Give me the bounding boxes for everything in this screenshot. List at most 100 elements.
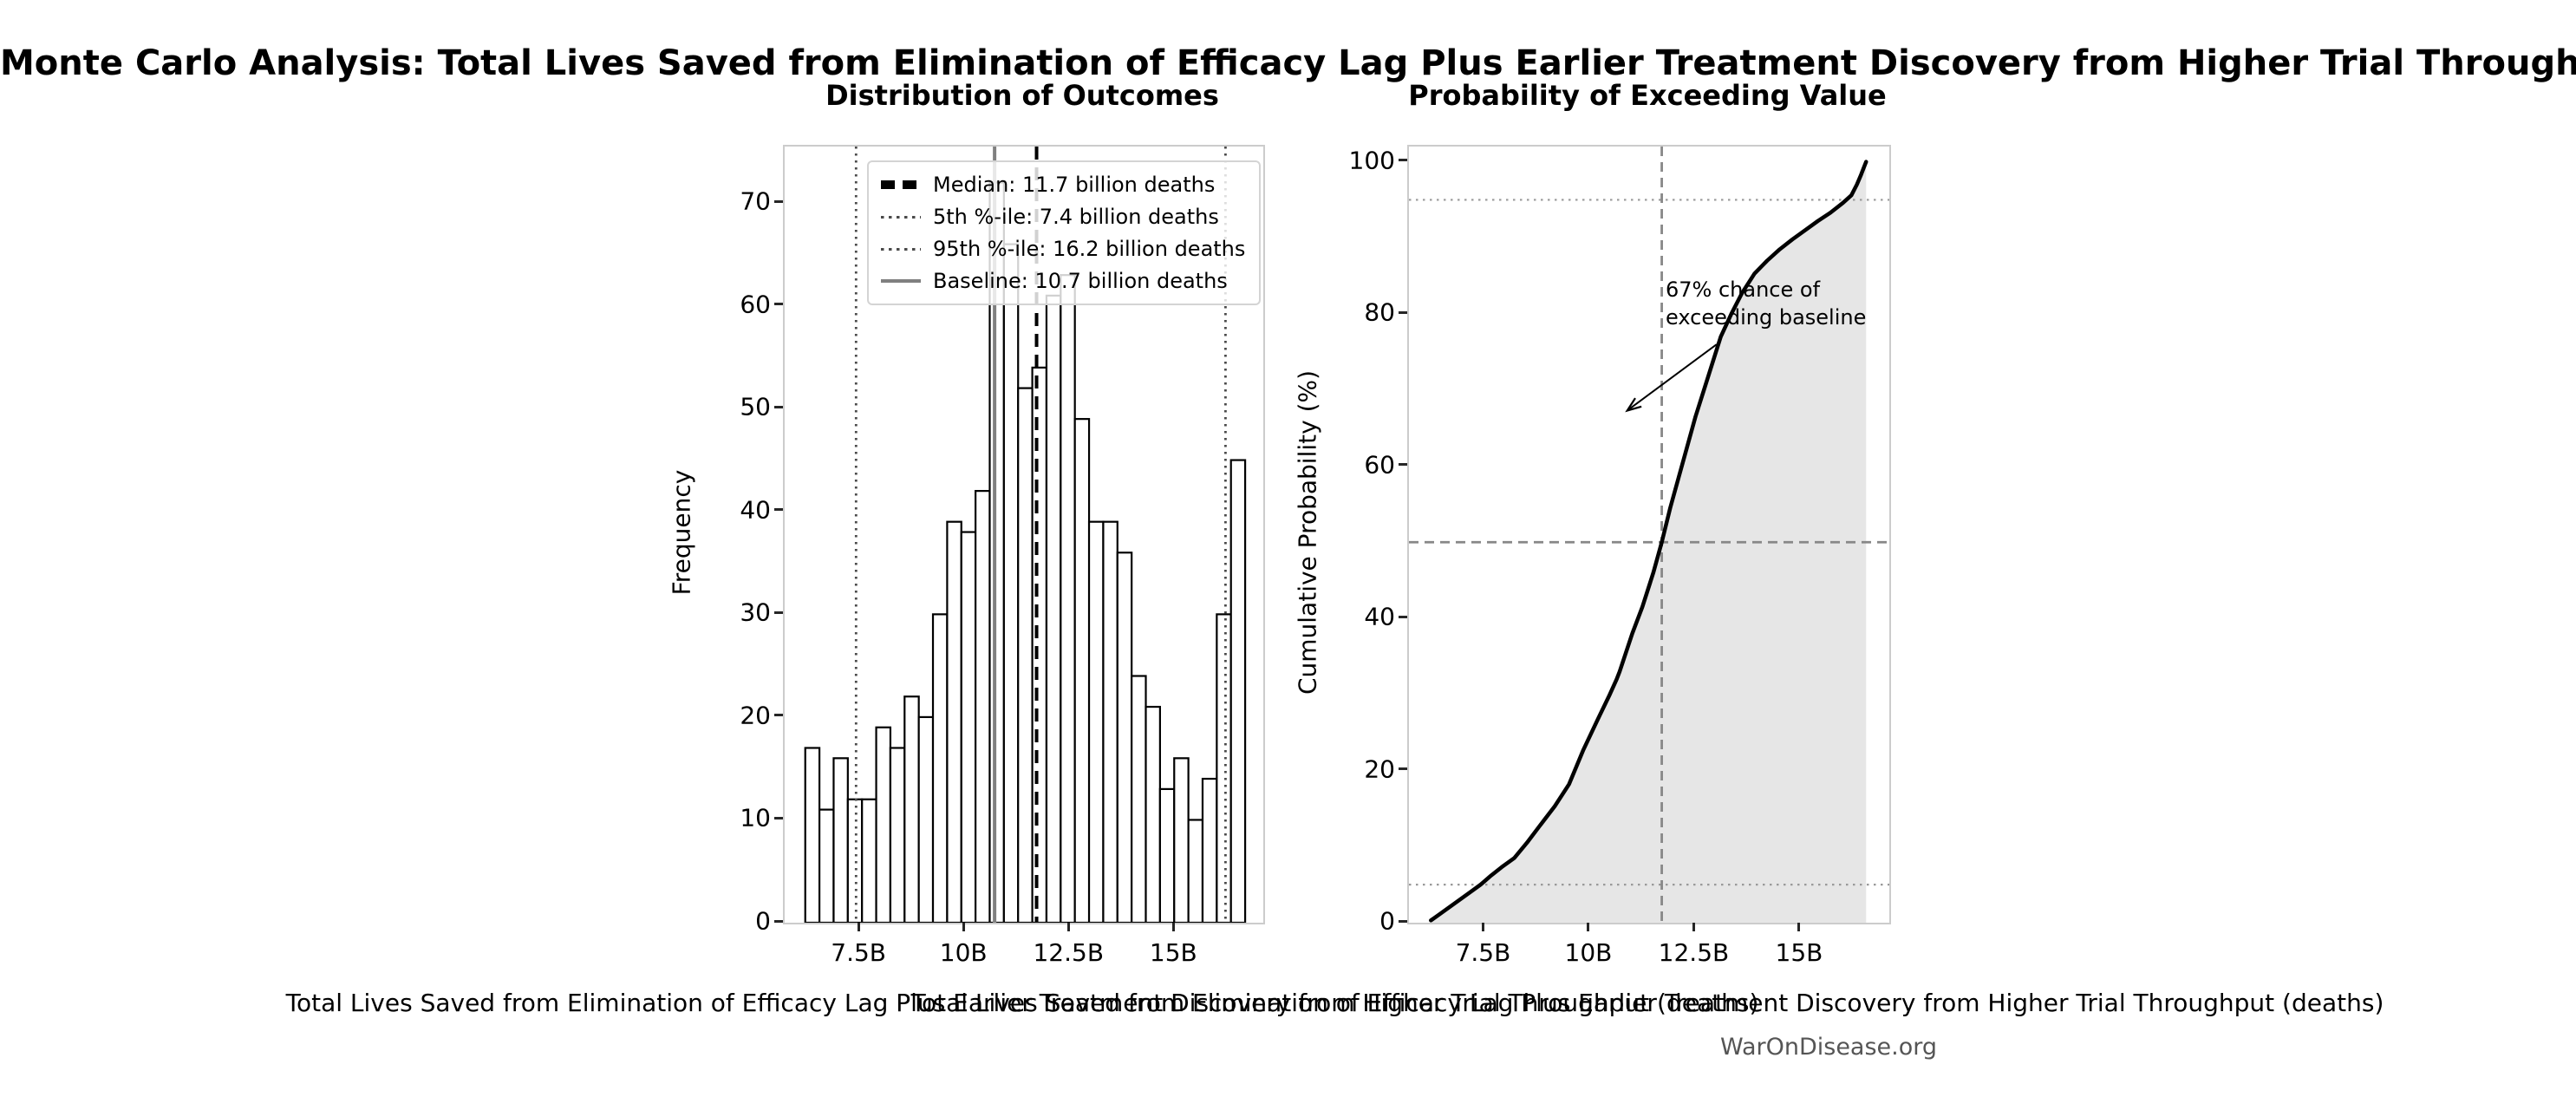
histogram-bar	[1002, 243, 1020, 923]
percentile-dotted-line-sample	[881, 247, 921, 251]
y-tick-mark	[1399, 159, 1407, 162]
histogram-title: Distribution of Outcomes	[825, 79, 1219, 112]
cdf-fill-area	[1431, 161, 1867, 923]
y-tick-label: 40	[740, 495, 771, 525]
annotation-arrow	[1625, 343, 1718, 413]
histogram-bar	[1131, 675, 1147, 923]
x-tick-mark	[857, 923, 860, 931]
histogram-bar	[861, 798, 877, 923]
cdf-plot-area: 67% chance of exceeding baseline	[1407, 145, 1891, 924]
histogram-bar	[946, 520, 962, 923]
histogram-bar	[1087, 520, 1105, 923]
y-tick-label: 50	[740, 392, 771, 421]
legend-label: 5th %-ile: 7.4 billion deaths	[933, 205, 1219, 229]
histogram-svg	[804, 147, 1247, 923]
x-tick-label: 10B	[1564, 938, 1613, 967]
y-tick-mark	[774, 610, 783, 614]
histogram-bar	[1060, 274, 1076, 923]
y-tick-label: 60	[1364, 450, 1395, 480]
annotation-line-2: exceeding baseline	[1666, 304, 1867, 330]
histogram-bar	[960, 531, 977, 923]
x-tick-mark	[1171, 923, 1175, 931]
histogram-bar	[1173, 757, 1190, 923]
cdf-title: Probability of Exceeding Value	[1408, 79, 1887, 112]
y-tick-mark	[774, 405, 783, 408]
y-tick-mark	[1399, 310, 1407, 314]
x-tick-mark	[1797, 923, 1801, 931]
x-tick-label: 7.5B	[1455, 938, 1511, 967]
y-tick-mark	[774, 714, 783, 717]
y-tick-mark	[1399, 767, 1407, 770]
cdf-y-axis-label: Cumulative Probability (%)	[1293, 369, 1322, 695]
y-tick-mark	[774, 199, 783, 203]
median-dashed-line-sample	[881, 180, 921, 189]
legend-label: Baseline: 10.7 billion deaths	[933, 269, 1228, 293]
legend-item-5th-percentile: 5th %-ile: 7.4 billion deaths	[881, 205, 1245, 229]
x-tick-label: 10B	[939, 938, 988, 967]
y-tick-label: 0	[755, 906, 771, 936]
percentile-dotted-line-sample	[881, 215, 921, 219]
histogram-bar	[1229, 459, 1247, 923]
annotation-text: 67% chance of exceeding baseline	[1666, 277, 1866, 331]
x-tick-mark	[1692, 923, 1695, 931]
histogram-bar	[1145, 705, 1161, 923]
y-tick-label: 30	[740, 597, 771, 627]
histogram-plot-area: Median: 11.7 billion deaths 5th %-ile: 7…	[783, 145, 1265, 924]
histogram-bar	[832, 757, 849, 923]
legend-item-median: Median: 11.7 billion deaths	[881, 173, 1245, 197]
histogram-bar	[818, 808, 835, 923]
x-tick-label: 12.5B	[1033, 938, 1105, 967]
legend-label: Median: 11.7 billion deaths	[933, 173, 1216, 197]
y-tick-mark	[774, 816, 783, 819]
histogram-bar	[1201, 777, 1218, 923]
legend-item-95th-percentile: 95th %-ile: 16.2 billion deaths	[881, 237, 1245, 261]
histogram-bar	[1045, 294, 1062, 923]
y-tick-mark	[1399, 463, 1407, 467]
x-tick-label: 12.5B	[1658, 938, 1730, 967]
histogram-bar	[975, 490, 991, 923]
x-tick-label: 15B	[1149, 938, 1197, 967]
histogram-bar	[931, 613, 949, 923]
y-tick-label: 40	[1364, 602, 1395, 631]
baseline-solid-line-sample	[881, 279, 921, 283]
legend-label: 95th %-ile: 16.2 billion deaths	[933, 237, 1246, 261]
y-tick-label: 70	[740, 186, 771, 216]
x-tick-mark	[962, 923, 965, 931]
histogram-bar	[889, 747, 906, 923]
y-tick-label: 10	[740, 803, 771, 832]
histogram-x-axis-label: Total Lives Saved from Elimination of Ef…	[285, 989, 1759, 1017]
cdf-curve	[1429, 160, 1868, 923]
y-tick-mark	[1399, 919, 1407, 923]
histogram-bar	[1187, 819, 1204, 923]
histogram-bar	[1073, 418, 1091, 923]
cdf-x-axis-label: Total Lives Saved from Elimination of Ef…	[910, 989, 2384, 1017]
y-tick-label: 60	[740, 290, 771, 319]
x-tick-label: 15B	[1775, 938, 1823, 967]
legend: Median: 11.7 billion deaths 5th %-ile: 7…	[867, 160, 1262, 305]
y-tick-label: 100	[1348, 146, 1395, 175]
histogram-bar	[1031, 366, 1048, 923]
y-tick-label: 80	[1364, 297, 1395, 327]
histogram-bar	[903, 695, 920, 923]
histogram-bar	[1158, 787, 1176, 923]
y-tick-label: 0	[1379, 906, 1395, 936]
figure-title: Monte Carlo Analysis: Total Lives Saved …	[0, 43, 2576, 83]
histogram-bar	[917, 715, 935, 923]
attribution: WarOnDisease.org	[1719, 1034, 1938, 1061]
y-tick-mark	[774, 919, 783, 923]
x-tick-label: 7.5B	[831, 938, 887, 967]
y-tick-mark	[774, 303, 783, 306]
histogram-bar	[1116, 552, 1133, 923]
y-tick-label: 20	[740, 701, 771, 730]
y-tick-mark	[1399, 615, 1407, 618]
y-tick-mark	[774, 508, 783, 512]
cdf-svg	[1409, 147, 1889, 923]
annotation-line-1: 67% chance of	[1666, 278, 1821, 302]
x-tick-mark	[1481, 923, 1484, 931]
histogram-y-axis-label: Frequency	[667, 469, 696, 596]
x-tick-mark	[1066, 923, 1070, 931]
histogram-bar	[1102, 520, 1118, 923]
y-tick-label: 20	[1364, 754, 1395, 783]
histogram-bar	[875, 726, 892, 923]
